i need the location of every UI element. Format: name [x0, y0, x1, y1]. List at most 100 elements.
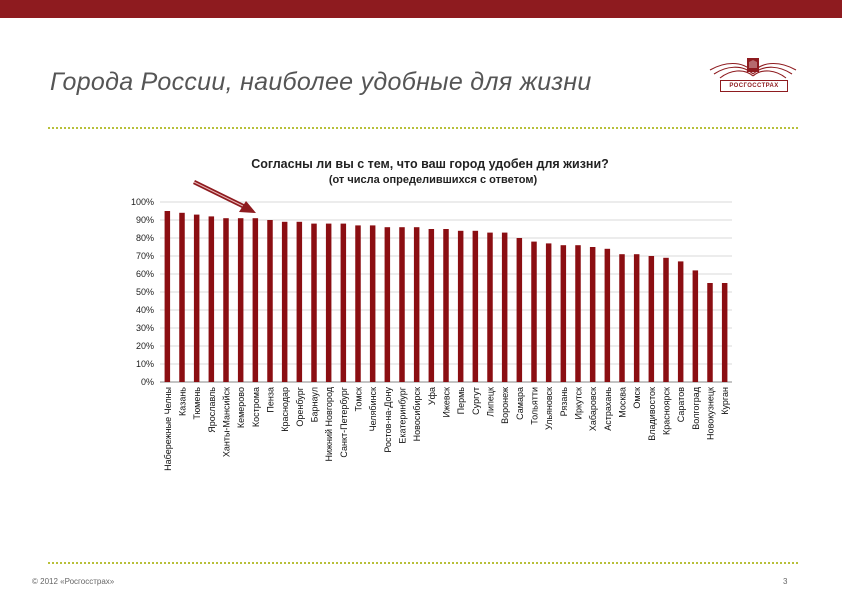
y-tick-label: 30%	[136, 323, 154, 333]
top-accent-bar	[0, 0, 842, 18]
bar	[428, 229, 435, 382]
y-tick-label: 60%	[136, 269, 154, 279]
bar	[281, 221, 288, 382]
x-tick-label: Хабаровск	[588, 387, 598, 431]
bar	[355, 225, 361, 382]
bar	[604, 248, 611, 382]
x-tick-label: Саратов	[676, 387, 686, 422]
bar	[413, 227, 420, 382]
x-tick-label: Липецк	[486, 387, 496, 417]
x-tick-label: Ярославль	[207, 387, 217, 433]
x-tick-label: Самара	[515, 387, 525, 420]
x-tick-label: Екатеринбург	[398, 386, 408, 443]
bar	[707, 283, 713, 382]
y-tick-label: 20%	[136, 341, 154, 351]
page-number: 3	[783, 577, 788, 586]
bar	[369, 225, 376, 382]
y-tick-label: 50%	[136, 287, 154, 297]
bar	[633, 254, 640, 382]
x-tick-label: Красноярск	[662, 387, 672, 435]
x-tick-label: Томск	[354, 387, 364, 411]
x-tick-label: Ростов-на-Дону	[383, 387, 393, 453]
x-tick-label: Воронеж	[500, 387, 510, 424]
x-tick-label: Сургут	[471, 387, 481, 415]
x-tick-label: Тольятти	[530, 387, 540, 425]
bar	[457, 230, 464, 382]
bar	[325, 223, 332, 382]
x-tick-label: Курган	[720, 387, 730, 415]
x-tick-label: Астрахань	[603, 387, 613, 431]
y-axis-ticks: 100% 90% 80% 70% 60% 50% 40% 30% 20% 10% 0%	[131, 197, 154, 387]
x-tick-label: Новосибирск	[412, 387, 422, 441]
x-tick-label: Иркутск	[574, 387, 584, 420]
x-tick-label: Москва	[618, 387, 628, 418]
bar	[516, 238, 523, 382]
x-tick-label: Оренбург	[295, 386, 305, 426]
bar	[472, 230, 479, 382]
x-tick-label: Новокузнецк	[706, 387, 716, 440]
bar	[237, 218, 244, 382]
bar	[443, 229, 449, 382]
x-tick-label: Ижевск	[442, 387, 452, 418]
x-tick-label: Ханты-Мансийск	[222, 387, 232, 457]
x-tick-label: Пенза	[266, 387, 276, 413]
y-tick-label: 0%	[141, 377, 154, 387]
bar	[648, 256, 655, 382]
bar	[179, 212, 185, 382]
x-tick-label: Санкт-Петербург	[339, 386, 349, 457]
y-tick-label: 40%	[136, 305, 154, 315]
y-tick-label: 70%	[136, 251, 154, 261]
bar	[677, 261, 684, 382]
bar	[164, 211, 171, 382]
bar	[223, 218, 229, 382]
copyright-text: © 2012 «Росгосстрах»	[32, 577, 115, 586]
bar	[692, 270, 699, 382]
bar	[619, 254, 625, 382]
bar	[399, 227, 405, 382]
x-tick-label: Тюмень	[192, 387, 202, 420]
dotted-divider-top	[48, 127, 798, 129]
bar	[252, 218, 259, 382]
x-tick-label: Омск	[632, 387, 642, 409]
rosgosstrakh-logo	[709, 58, 797, 79]
bar	[487, 232, 493, 382]
bar	[193, 214, 200, 382]
x-tick-label: Владивосток	[647, 387, 657, 441]
chart-bars	[164, 211, 728, 382]
bar	[311, 223, 317, 382]
x-tick-label: Челябинск	[368, 387, 378, 431]
bar	[296, 221, 303, 382]
bar	[531, 241, 537, 382]
bar	[545, 243, 552, 382]
bar	[340, 223, 347, 382]
x-tick-label: Нижний Новгород	[324, 386, 334, 461]
bar	[501, 232, 508, 382]
x-tick-label: Ульяновск	[544, 387, 554, 430]
x-tick-label: Барнаул	[310, 387, 320, 422]
x-tick-label: Кемерово	[236, 387, 246, 428]
bar	[560, 245, 567, 382]
x-tick-label: Казань	[178, 387, 188, 416]
highlight-arrow	[193, 179, 256, 213]
bar	[267, 220, 273, 382]
bar	[575, 245, 581, 382]
y-tick-label: 90%	[136, 215, 154, 225]
bar	[384, 227, 391, 382]
bar	[589, 247, 596, 382]
bar	[721, 283, 728, 382]
y-tick-label: 10%	[136, 359, 154, 369]
x-tick-label: Волгоград	[691, 386, 701, 429]
chart-title: Согласны ли вы с тем, что ваш город удоб…	[251, 157, 609, 171]
x-axis-labels: Набережные Челны Казань Тюмень Ярославль Хан…	[163, 386, 730, 471]
arrow-head-icon	[239, 201, 256, 213]
chart-subtitle: (от числа определившихся с ответом)	[329, 174, 538, 186]
x-tick-label: Уфа	[427, 387, 437, 405]
x-tick-label: Набережные Челны	[163, 387, 173, 471]
bar	[208, 216, 215, 382]
x-tick-label: Краснодар	[280, 387, 290, 432]
page-title: Города России, наиболее удобные для жизн…	[50, 68, 592, 96]
x-tick-label: Рязань	[559, 387, 569, 417]
x-tick-label: Пермь	[456, 387, 466, 415]
y-tick-label: 80%	[136, 233, 154, 243]
